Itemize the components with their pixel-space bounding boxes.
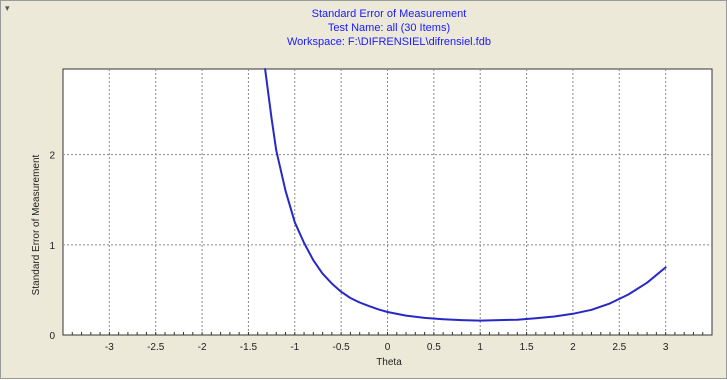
x-tick-label: 0.5 [427, 342, 441, 353]
y-axis-title: Standard Error of Measurement [31, 154, 42, 295]
x-tick-label: -0.5 [333, 342, 351, 353]
x-tick-label: 1 [477, 342, 483, 353]
series-layer [264, 68, 667, 322]
chart-title-line-1: Standard Error of Measurement [312, 8, 467, 20]
window-menu-icon[interactable]: ▾ [5, 3, 10, 13]
x-tick-label: -2.5 [147, 342, 165, 353]
x-tick-label: -1.5 [240, 342, 258, 353]
chart-title-line-2: Test Name: all (30 Items) [328, 22, 450, 34]
chart-title-line-3: Workspace: F:\DIFRENSIEL\difrensiel.fdb [287, 36, 491, 48]
x-tick-label: 1.5 [520, 342, 534, 353]
x-axis-title: Theta [376, 357, 402, 368]
y-tick-label: 2 [49, 151, 55, 162]
chart-title: Standard Error of Measurement Test Name:… [287, 8, 491, 48]
x-tick-label: -2 [198, 342, 207, 353]
y-tick-label: 0 [49, 331, 55, 342]
x-tick-label: -3 [105, 342, 114, 353]
x-tick-label: 2.5 [612, 342, 626, 353]
x-tick-label: -1 [290, 342, 299, 353]
x-tick-label: 2 [570, 342, 576, 353]
y-tick-label: 1 [49, 241, 55, 252]
grid [63, 69, 712, 335]
x-tick-label: 3 [663, 342, 669, 353]
sem-curve-line [264, 68, 667, 322]
axis-ticks: -3 -2.5 -2 -1.5 -1 -0.5 0 0.5 1 1.5 2 2.5 3 0 1 2 [49, 151, 713, 353]
x-tick-label: 0 [385, 342, 391, 353]
